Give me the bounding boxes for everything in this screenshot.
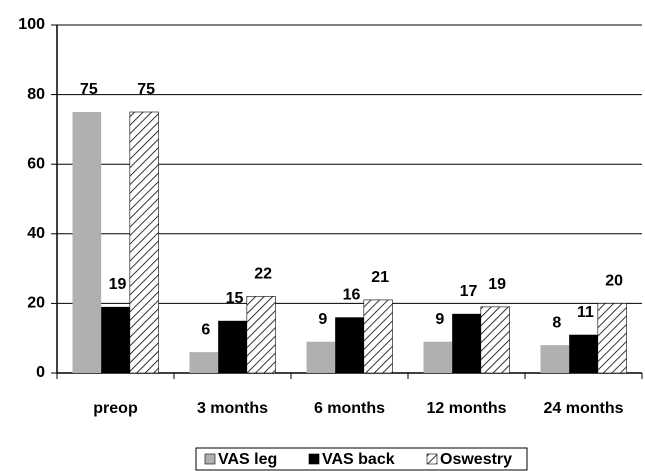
x-tick-label: 6 months	[314, 400, 385, 417]
data-label: 6	[201, 321, 210, 338]
legend-swatch	[308, 453, 320, 465]
data-label: 9	[435, 311, 444, 328]
y-tick-label: 20	[27, 295, 45, 312]
x-tick-label: preop	[93, 400, 138, 417]
data-label: 75	[80, 81, 98, 98]
bar	[101, 306, 130, 373]
legend-label: VAS back	[322, 451, 395, 468]
data-label: 8	[552, 314, 561, 331]
bar	[363, 299, 393, 374]
data-label: 20	[605, 273, 623, 290]
legend-label: Oswestry	[440, 451, 512, 468]
data-label: 19	[488, 276, 506, 293]
bar	[452, 313, 481, 373]
y-tick-label: 100	[18, 16, 45, 33]
data-label: 9	[318, 311, 327, 328]
bar	[189, 352, 219, 373]
legend-box	[195, 447, 528, 471]
bar	[246, 296, 276, 374]
data-label: 17	[460, 283, 478, 300]
legend-swatch	[204, 453, 216, 465]
bar	[306, 341, 336, 373]
data-label: 21	[371, 269, 389, 286]
x-tick-label: 3 months	[197, 400, 268, 417]
bar	[129, 111, 159, 374]
bar	[218, 320, 247, 373]
legend-label: VAS leg	[218, 451, 277, 468]
y-tick-label: 0	[36, 364, 45, 381]
bar	[335, 317, 364, 373]
bar	[597, 303, 627, 374]
y-tick-label: 40	[27, 225, 45, 242]
y-tick-label: 60	[27, 155, 45, 172]
data-label: 16	[343, 287, 361, 304]
data-label: 15	[226, 290, 244, 307]
x-tick-label: 24 months	[543, 400, 623, 417]
bar	[423, 341, 453, 373]
y-tick-label: 80	[27, 86, 45, 103]
data-label: 19	[109, 276, 127, 293]
x-tick-label: 12 months	[426, 400, 506, 417]
bar	[480, 306, 510, 374]
bar	[72, 112, 102, 373]
bar	[540, 345, 570, 373]
legend-swatch	[426, 453, 438, 465]
data-label: 11	[577, 304, 594, 321]
data-label: 75	[137, 81, 155, 98]
data-label: 22	[254, 266, 272, 283]
bar	[569, 334, 598, 373]
